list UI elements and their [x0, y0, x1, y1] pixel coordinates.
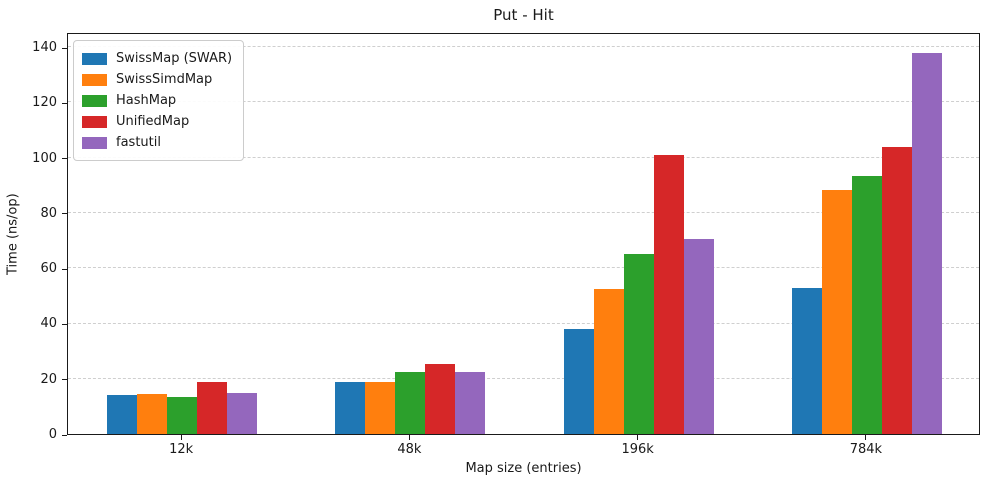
bar-swissmap-swar--784k	[791, 287, 822, 434]
x-tick-mark	[180, 435, 182, 440]
bar-unifiedmap-12k	[197, 382, 228, 434]
bar-swissmap-swar--12k	[107, 395, 138, 434]
legend-swatch-icon	[82, 52, 107, 65]
gridline	[68, 156, 979, 158]
y-tick-label: 20	[40, 371, 57, 387]
bar-swisssimdmap-12k	[137, 393, 168, 434]
gridline	[68, 322, 979, 324]
bar-swisssimdmap-196k	[593, 288, 624, 434]
chart-title: Put - Hit	[493, 6, 554, 24]
x-tick-label: 12k	[169, 442, 194, 457]
y-tick-mark	[62, 268, 67, 270]
y-tick-label: 80	[40, 205, 57, 221]
bar-hashmap-48k	[395, 372, 426, 434]
y-tick-label: 40	[40, 316, 57, 332]
legend-swatch-icon	[82, 94, 107, 107]
legend-label: SwissSimdMap	[116, 72, 213, 87]
bar-swisssimdmap-784k	[821, 189, 852, 434]
bar-fastutil-784k	[911, 52, 942, 434]
gridline	[68, 377, 979, 379]
y-tick-mark	[62, 158, 67, 160]
legend-label: UnifiedMap	[116, 114, 190, 129]
x-tick-label: 196k	[621, 442, 654, 457]
bar-swissmap-swar--196k	[563, 329, 594, 434]
y-tick-label: 60	[40, 261, 57, 277]
bar-swisssimdmap-48k	[365, 382, 396, 434]
legend-swatch-icon	[82, 73, 107, 86]
gridline	[68, 267, 979, 269]
legend-item: UnifiedMap	[82, 111, 232, 132]
y-tick-label: 0	[48, 427, 57, 442]
legend-label: SwissMap (SWAR)	[116, 51, 233, 66]
y-tick-mark	[62, 434, 67, 436]
y-tick-label: 100	[32, 150, 57, 166]
bar-swissmap-swar--48k	[335, 382, 366, 434]
legend-label: fastutil	[116, 135, 161, 150]
bar-fastutil-12k	[227, 392, 258, 434]
legend-label: HashMap	[116, 93, 177, 108]
x-tick-mark	[865, 435, 867, 440]
y-tick-label: 140	[32, 40, 57, 56]
y-tick-label: 120	[32, 95, 57, 111]
legend-swatch-icon	[82, 136, 107, 149]
bar-unifiedmap-784k	[881, 146, 912, 434]
bar-unifiedmap-196k	[653, 154, 684, 434]
bar-hashmap-196k	[623, 254, 654, 434]
x-tick-label: 784k	[849, 442, 883, 457]
x-axis-label: Map size (entries)	[465, 461, 582, 476]
y-tick-mark	[62, 323, 67, 325]
plot-area: SwissMap (SWAR) SwissSimdMap HashMap Unifie…	[67, 33, 980, 435]
gridline	[68, 46, 979, 48]
y-tick-mark	[62, 102, 67, 104]
bar-hashmap-12k	[167, 396, 198, 434]
x-tick-label: 48k	[397, 442, 422, 457]
bar-fastutil-48k	[455, 372, 486, 434]
y-tick-mark	[62, 47, 67, 49]
y-tick-mark	[62, 213, 67, 215]
y-tick-mark	[62, 379, 67, 381]
gridline	[68, 101, 979, 103]
legend-item: SwissMap (SWAR)	[82, 48, 232, 69]
legend-swatch-icon	[82, 115, 107, 128]
bar-hashmap-784k	[851, 175, 882, 434]
bar-fastutil-196k	[683, 239, 714, 434]
legend: SwissMap (SWAR) SwissSimdMap HashMap Unifie…	[73, 40, 245, 161]
legend-item: HashMap	[82, 90, 232, 111]
legend-item: SwissSimdMap	[82, 69, 232, 90]
gridline	[68, 211, 979, 213]
x-tick-mark	[637, 435, 639, 440]
legend-item: fastutil	[82, 132, 232, 153]
bar-unifiedmap-48k	[425, 363, 456, 434]
x-tick-mark	[408, 435, 410, 440]
